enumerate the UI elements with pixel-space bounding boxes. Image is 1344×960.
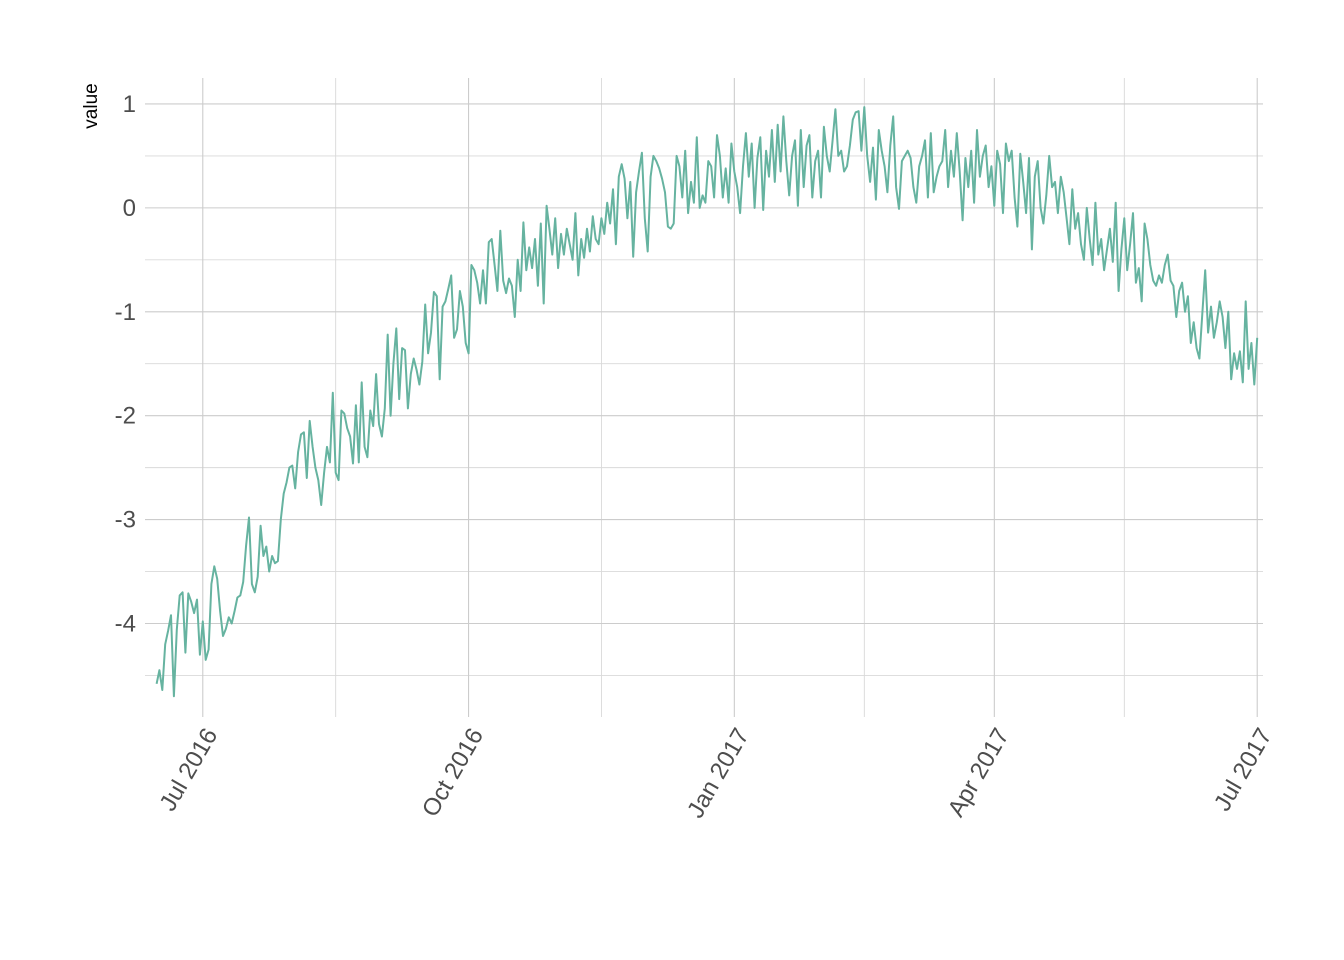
x-tick-labels: Jul 2016 Oct 2016 Jan 2017 Apr 2017 Jul 2017 (154, 724, 1277, 823)
x-tick-label: Jan 2017 (682, 724, 755, 823)
y-tick-label: -1 (115, 299, 136, 326)
x-tick-label: Oct 2016 (417, 724, 489, 822)
minor-grid (145, 78, 1263, 717)
y-tick-labels: -4 -3 -2 -1 0 1 (115, 91, 136, 638)
major-grid (145, 78, 1263, 717)
x-tick-label: Jul 2017 (1209, 724, 1278, 816)
series-layer (155, 106, 1259, 698)
y-tick-label: 0 (123, 195, 136, 222)
y-tick-label: -3 (115, 507, 136, 534)
x-tick-label: Apr 2017 (943, 724, 1015, 822)
series-line (155, 106, 1259, 698)
y-tick-label: -4 (115, 610, 136, 637)
x-tick-label: Jul 2016 (154, 724, 223, 816)
y-tick-label: -2 (115, 403, 136, 430)
y-tick-label: 1 (123, 91, 136, 118)
y-axis-title: value (81, 83, 102, 128)
